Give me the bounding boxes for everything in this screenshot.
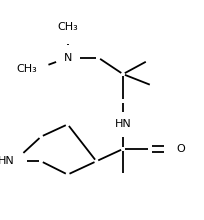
Text: HN: HN (0, 156, 14, 166)
Text: O: O (175, 144, 184, 154)
Text: CH₃: CH₃ (57, 22, 78, 32)
Text: N: N (63, 53, 71, 63)
Text: HN: HN (114, 119, 131, 129)
Text: CH₃: CH₃ (16, 64, 37, 74)
